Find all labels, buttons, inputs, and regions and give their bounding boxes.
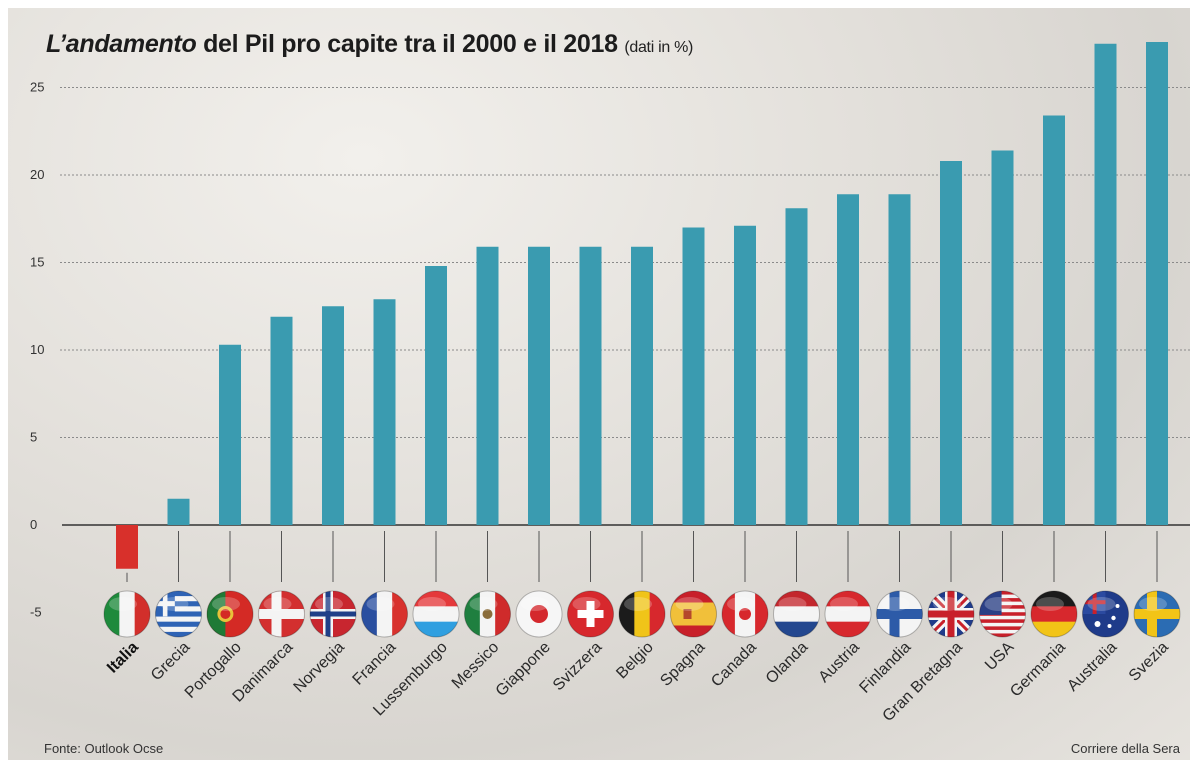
bar-italia — [116, 525, 138, 569]
canada-flag-icon — [721, 590, 769, 638]
x-tick-label: Grecia — [148, 639, 193, 684]
chart-subtitle: (dati in %) — [624, 39, 694, 56]
italy-flag-icon — [103, 590, 151, 638]
y-tick-label: 0 — [30, 517, 37, 532]
uk-flag-icon — [927, 590, 975, 638]
x-tick-label: Belgio — [613, 639, 657, 683]
source-note: Fonte: Outlook Ocse — [44, 741, 164, 756]
portugal-flag-icon — [206, 590, 254, 638]
bar-francia — [373, 299, 396, 525]
y-tick-label: 20 — [30, 167, 44, 182]
bar-danimarca — [270, 316, 293, 525]
x-tick-label: Giappone — [493, 639, 554, 700]
bar-grecia — [167, 498, 190, 525]
x-tick-label: Norvegia — [291, 639, 348, 696]
japan-flag-icon — [515, 590, 563, 638]
bar-austria — [837, 194, 859, 525]
spain-flag-icon — [670, 590, 717, 638]
germany-flag-icon — [1030, 590, 1078, 638]
finland-flag-icon — [876, 590, 923, 638]
y-tick-label: -5 — [30, 605, 42, 620]
bar-gran-bretagna — [940, 161, 962, 525]
bar-norvegia — [322, 306, 344, 525]
x-tick-label: USA — [982, 639, 1018, 675]
x-tick-label: Svizzera — [550, 639, 605, 694]
sweden-flag-icon — [1133, 590, 1181, 638]
bar-olanda — [785, 208, 808, 525]
chart-title-lead: L’andamento — [46, 30, 197, 58]
bar-canada — [734, 225, 756, 525]
x-tick-label: Messico — [449, 639, 503, 693]
x-tick-label: Olanda — [763, 639, 812, 688]
luxembourg-flag-icon — [412, 590, 460, 638]
switzerland-flag-icon — [567, 590, 614, 638]
bar-messico — [476, 246, 499, 525]
x-tick-label: Italia — [104, 639, 142, 677]
bar-belgio — [631, 246, 653, 525]
x-tick-label: Austria — [816, 639, 863, 686]
x-tick-label: Germania — [1007, 639, 1069, 701]
austria-flag-icon — [824, 590, 872, 638]
usa-flag-icon — [979, 590, 1026, 638]
y-tick-label: 10 — [30, 342, 44, 357]
chart-title: L’andamento del Pil pro capite tra il 20… — [46, 30, 693, 59]
x-tick-label: Svezia — [1126, 639, 1172, 685]
credit-note: Corriere della Sera — [1070, 741, 1180, 756]
bar-germania — [1043, 115, 1065, 525]
bar-lussemburgo — [425, 266, 447, 525]
y-tick-label: 15 — [30, 255, 44, 270]
x-tick-label: Francia — [350, 639, 400, 689]
mexico-flag-icon — [464, 590, 511, 638]
australia-flag-icon — [1082, 590, 1129, 638]
denmark-flag-icon — [258, 590, 305, 638]
chart-title-rest: del Pil pro capite tra il 2000 e il 2018 — [196, 30, 618, 58]
greece-flag-icon — [155, 590, 202, 638]
bar-svizzera — [579, 246, 602, 525]
bar-usa — [991, 150, 1014, 525]
bar-giappone — [528, 246, 550, 525]
x-tick-label: Spagna — [657, 639, 708, 690]
france-flag-icon — [361, 590, 408, 638]
norway-flag-icon — [309, 590, 357, 638]
y-tick-label: 25 — [30, 80, 44, 95]
bar-finlandia — [888, 194, 911, 525]
x-tick-label: Canada — [708, 639, 760, 691]
belgium-flag-icon — [618, 590, 666, 638]
bar-svezia — [1146, 42, 1168, 525]
bar-spagna — [682, 227, 705, 525]
x-tick-label: Australia — [1064, 639, 1120, 695]
bar-portogallo — [219, 344, 241, 525]
netherlands-flag-icon — [773, 590, 820, 638]
y-tick-label: 5 — [30, 430, 37, 445]
bar-australia — [1094, 43, 1117, 525]
